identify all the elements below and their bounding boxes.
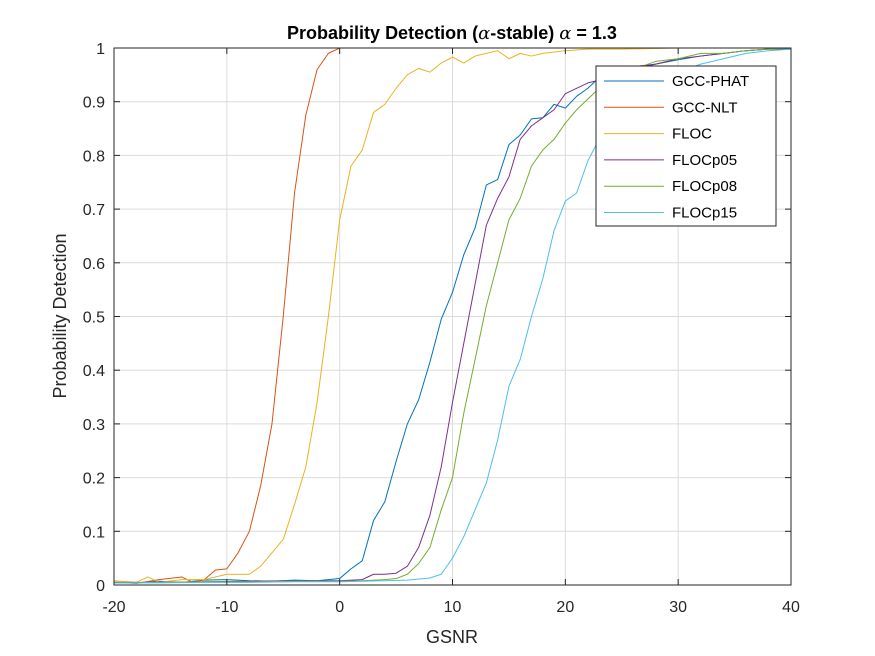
x-axis-label: GSNR: [426, 627, 478, 647]
legend-label: FLOC: [672, 126, 712, 143]
title-text-3: = 1.3: [571, 23, 617, 43]
title-text-2: -stable): [490, 23, 559, 43]
y-tick-label: 0.3: [83, 417, 105, 434]
legend-label: GCC-NLT: [672, 99, 738, 116]
series-line-flocp05: [114, 48, 791, 583]
y-axis-label: Probability Detection: [50, 233, 70, 398]
y-tick-label: 0.5: [83, 310, 105, 327]
title-text-1: Probability Detection (: [287, 23, 478, 43]
x-tick-label: 40: [782, 599, 800, 616]
y-tick-label: 0.1: [83, 524, 105, 541]
alpha-symbol-2: α: [559, 23, 571, 44]
x-tick-label: -20: [102, 599, 125, 616]
y-axis-ticks: 0 0.1 0.2 0.3 0.4 0.5 0.6 0.7 0.8 0.9 1: [83, 41, 791, 595]
y-tick-label: 0.4: [83, 363, 105, 380]
y-tick-label: 1: [96, 41, 105, 58]
y-tick-label: 0.9: [83, 95, 105, 112]
x-tick-label: 0: [335, 599, 344, 616]
legend-box: [595, 65, 777, 227]
legend-label: FLOCp08: [672, 178, 737, 195]
y-tick-label: 0: [96, 578, 105, 595]
alpha-symbol: α: [478, 23, 490, 44]
legend: GCC-PHAT GCC-NLT FLOC FLOCp05 FLOCp08 FLOCp15: [595, 65, 777, 227]
x-axis-ticks: -20 -10 0 10 20 30 40: [102, 48, 800, 616]
chart-title: Probability Detection (α-stable) α = 1.3: [287, 23, 617, 44]
x-tick-label: 10: [444, 599, 462, 616]
legend-label: FLOCp15: [672, 205, 737, 222]
series-line-gcc-nlt: [114, 48, 791, 584]
legend-label: FLOCp05: [672, 152, 737, 169]
y-tick-label: 0.7: [83, 202, 105, 219]
x-tick-label: 20: [556, 599, 574, 616]
y-tick-label: 0.8: [83, 148, 105, 165]
series-line-floc: [114, 48, 791, 583]
x-tick-label: -10: [215, 599, 238, 616]
series-line-flocp08: [114, 48, 791, 584]
y-tick-label: 0.6: [83, 256, 105, 273]
legend-label: GCC-PHAT: [672, 73, 749, 90]
y-tick-label: 0.2: [83, 471, 105, 488]
x-tick-label: 30: [669, 599, 687, 616]
